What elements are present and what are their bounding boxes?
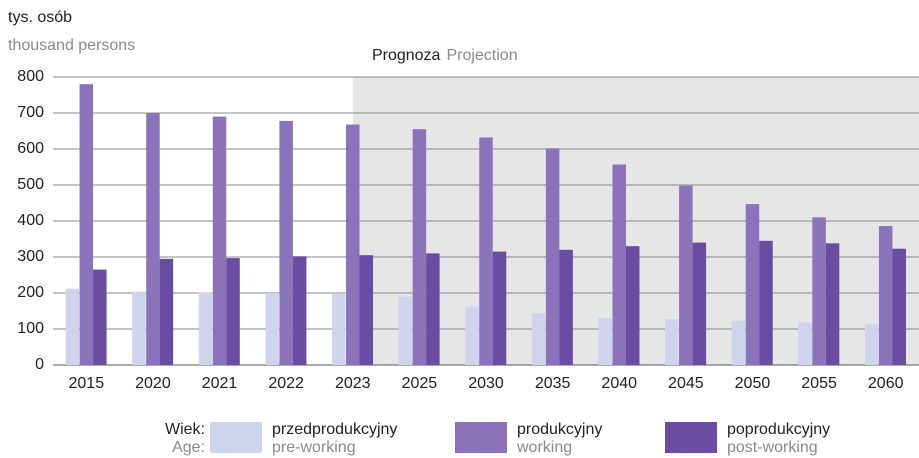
bar	[559, 249, 573, 365]
projection-label-pl: Prognoza	[372, 47, 441, 64]
legend-swatch	[665, 422, 717, 453]
legend-title: Wiek:	[165, 421, 205, 438]
y-tick-label: 500	[17, 176, 44, 193]
legend-label: produkcyjny	[517, 421, 602, 438]
y-tick-label: 400	[17, 212, 44, 229]
y-axis-label: tys. osób	[8, 9, 72, 26]
bar	[279, 120, 293, 365]
bar	[878, 226, 893, 365]
x-tick-label: 2040	[601, 375, 637, 392]
bar	[492, 251, 507, 365]
legend-label-en: post-working	[727, 439, 818, 456]
legend-swatch	[455, 422, 507, 453]
legend-label: przedprodukcyjny	[272, 421, 397, 438]
projection-label: Prognoza Projection	[372, 47, 518, 64]
bar	[79, 84, 94, 365]
x-tick-label: 2023	[335, 375, 371, 392]
y-tick-label: 300	[17, 248, 44, 265]
y-tick-label: 800	[17, 68, 44, 85]
bar	[812, 217, 826, 365]
bar	[625, 246, 640, 365]
bar	[531, 313, 546, 365]
bar	[265, 293, 279, 365]
bar	[745, 204, 760, 365]
x-tick-label: 2020	[135, 375, 171, 392]
bar	[679, 185, 693, 365]
y-tick-label: 600	[17, 140, 44, 157]
y-tick-label: 700	[17, 104, 44, 121]
bar	[892, 248, 906, 365]
bar	[226, 258, 240, 365]
x-tick-label: 2025	[402, 375, 438, 392]
bar	[426, 253, 440, 365]
bar	[825, 243, 840, 365]
bar	[412, 129, 427, 365]
bar	[346, 124, 360, 366]
bar	[212, 116, 227, 365]
y-tick-label: 200	[17, 284, 44, 301]
x-tick-label: 2050	[735, 375, 771, 392]
x-tick-label: 2021	[202, 375, 238, 392]
bar	[159, 258, 174, 365]
bar	[545, 148, 560, 365]
x-tick-label: 2045	[668, 375, 704, 392]
bar	[598, 318, 612, 365]
bar	[479, 137, 493, 365]
bar	[465, 306, 479, 365]
bar	[132, 291, 146, 365]
x-tick-label: 2035	[535, 375, 571, 392]
bar	[731, 320, 746, 365]
bar	[359, 255, 374, 365]
legend-title-en: Age:	[172, 439, 205, 456]
bar	[146, 113, 160, 365]
y-tick-label: 100	[17, 320, 44, 337]
bar	[398, 296, 413, 365]
bar	[65, 288, 80, 365]
legend-label-en: working	[516, 439, 572, 456]
bar	[612, 164, 626, 365]
x-tick-label: 2022	[268, 375, 304, 392]
legend-label-en: pre-working	[272, 439, 356, 456]
x-tick-label: 2060	[868, 375, 904, 392]
bar	[292, 256, 307, 365]
y-tick-label: 0	[35, 356, 44, 373]
bar	[93, 269, 107, 365]
bar	[864, 324, 879, 365]
x-tick-label: 2015	[69, 375, 105, 392]
bar	[759, 240, 773, 365]
bar	[198, 292, 213, 365]
projection-label-en: Projection	[446, 47, 517, 64]
bar	[332, 294, 346, 365]
x-tick-label: 2055	[801, 375, 837, 392]
legend-swatch	[210, 422, 262, 453]
bar	[798, 322, 812, 365]
x-tick-label: 2030	[468, 375, 504, 392]
bar	[692, 242, 707, 365]
y-axis-label-en: thousand persons	[8, 37, 135, 54]
bar	[665, 319, 679, 365]
legend-label: poprodukcyjny	[727, 421, 830, 438]
